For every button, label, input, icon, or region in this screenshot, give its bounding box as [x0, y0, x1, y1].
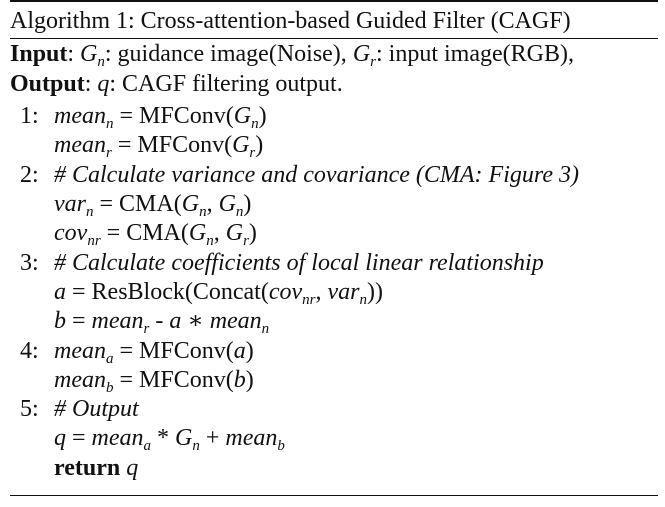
bottom-rule	[10, 495, 658, 497]
step-line: q = meana * Gn + meanb	[54, 425, 285, 455]
output-line: Output: q: CAGF filtering output.	[10, 71, 343, 98]
comment-text: # Calculate variance and covariance (CMA…	[54, 161, 579, 188]
step-comment: 3: # Calculate coefficients of local lin…	[10, 249, 658, 278]
algorithm-title: Algorithm 1: Cross-attention-based Guide…	[10, 7, 571, 34]
comment-text: # Calculate coefficients of local linear…	[54, 249, 544, 276]
step-line: b = meanr - a ∗ meann	[54, 308, 270, 338]
step-line: meanb = MFConv(b)	[54, 366, 254, 396]
title-rule	[10, 37, 658, 40]
step-line: meanr = MFConv(Gr)	[54, 132, 264, 162]
step-line: 4: meana = MFConv(a)	[20, 337, 254, 367]
return-keyword: return	[54, 454, 121, 481]
input-line: Input: Gn: guidance image(Noise), Gr: in…	[10, 41, 574, 71]
line-number: 1:	[20, 103, 39, 130]
input-label: Input	[10, 41, 68, 68]
step-comment: 2: # Calculate variance and covariance (…	[10, 161, 658, 190]
step-return: return q	[54, 454, 139, 481]
output-label: Output	[10, 71, 85, 98]
step-line: a = ResBlock(Concat(covnr, varn))	[54, 278, 383, 308]
step-line: 1: meann = MFConv(Gn)	[20, 103, 267, 133]
line-number: 3:	[20, 249, 39, 276]
top-rule	[10, 0, 658, 2]
algorithm-block: Algorithm 1: Cross-attention-based Guide…	[10, 0, 658, 483]
step-line: covnr = CMA(Gn, Gr)	[54, 220, 257, 250]
step-line: varn = CMA(Gn, Gn)	[54, 191, 252, 221]
line-number: 5:	[20, 396, 39, 423]
algorithm-steps: 1: meann = MFConv(Gn) meanr = MFConv(Gr)…	[10, 102, 658, 483]
step-comment: 5: # Output	[10, 395, 658, 424]
line-number: 2:	[20, 161, 39, 188]
comment-text: # Output	[54, 396, 139, 423]
line-number: 4:	[20, 337, 39, 364]
